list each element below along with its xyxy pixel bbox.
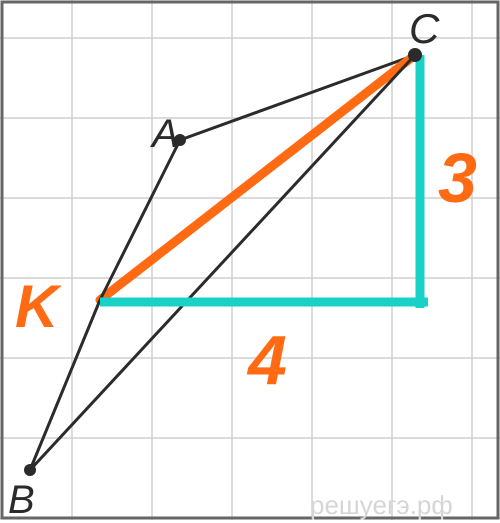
diagram-canvas: ABCK34решуегэ.рф <box>0 0 500 520</box>
vertex-B <box>24 464 36 476</box>
background <box>0 0 500 520</box>
vertex-C <box>408 48 422 62</box>
diagram-svg <box>0 0 500 520</box>
vertex-A <box>174 134 186 146</box>
